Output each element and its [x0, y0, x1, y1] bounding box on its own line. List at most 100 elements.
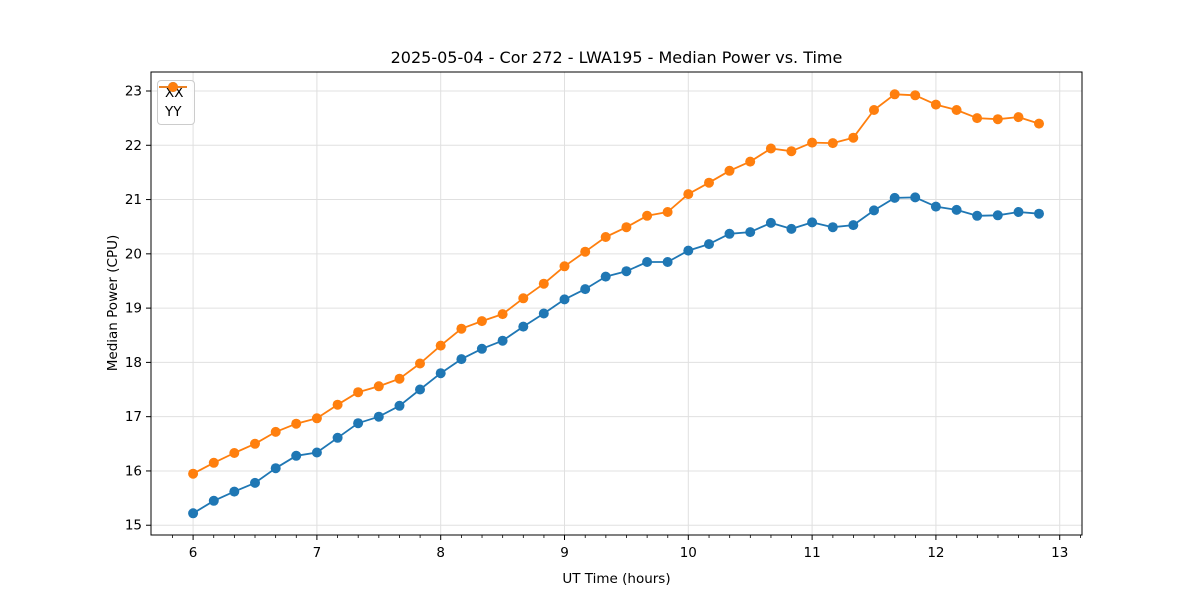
data-point-xx	[518, 321, 529, 332]
data-point-xx	[662, 257, 673, 267]
data-point-xx	[415, 384, 425, 395]
data-point-xx	[476, 343, 487, 354]
data-point-yy	[1034, 118, 1044, 129]
data-point-yy	[951, 105, 962, 115]
data-point-xx	[456, 354, 467, 365]
data-point-yy	[538, 278, 549, 289]
data-point-xx	[559, 294, 570, 305]
data-point-xx	[745, 227, 756, 238]
data-point-yy	[332, 399, 343, 410]
data-point-xx	[332, 432, 343, 443]
data-point-yy	[683, 189, 694, 200]
y-tick-label: 20	[125, 246, 142, 262]
data-point-yy	[827, 138, 838, 149]
data-point-xx	[951, 204, 962, 215]
y-tick-label: 23	[125, 83, 142, 99]
data-point-yy	[415, 358, 425, 369]
x-tick-label: 9	[560, 545, 569, 561]
data-point-yy	[930, 99, 941, 110]
data-point-yy	[188, 468, 199, 479]
data-point-yy	[786, 146, 797, 157]
data-point-xx	[291, 450, 302, 461]
data-point-xx	[435, 368, 446, 379]
data-point-yy	[1013, 112, 1024, 123]
x-tick-label: 11	[804, 545, 821, 561]
data-point-xx	[642, 257, 653, 267]
data-point-xx	[683, 245, 694, 256]
data-point-xx	[1013, 207, 1024, 217]
y-tick-label: 19	[125, 301, 142, 317]
y-tick-label: 22	[125, 138, 142, 154]
data-point-yy	[353, 387, 364, 398]
data-point-xx	[394, 400, 405, 411]
x-tick-label: 8	[436, 545, 445, 561]
data-point-yy	[662, 207, 673, 217]
x-tick-label: 7	[313, 545, 322, 561]
data-point-yy	[394, 373, 405, 384]
data-point-xx	[1034, 208, 1044, 219]
data-point-yy	[497, 309, 508, 320]
y-tick-label: 15	[125, 518, 142, 534]
data-point-yy	[869, 105, 879, 115]
data-point-xx	[497, 335, 508, 346]
data-point-xx	[807, 217, 818, 228]
x-tick-label: 10	[680, 545, 697, 561]
y-tick-label: 21	[125, 192, 142, 208]
data-point-yy	[807, 137, 818, 148]
data-point-xx	[930, 201, 941, 212]
data-point-yy	[600, 232, 611, 242]
data-point-xx	[704, 239, 714, 250]
data-point-xx	[786, 223, 797, 234]
data-point-yy	[476, 316, 487, 327]
y-tick-label: 17	[125, 409, 142, 425]
data-point-xx	[889, 192, 900, 203]
series-line-xx	[192, 196, 1040, 515]
data-point-xx	[621, 266, 632, 277]
data-point-yy	[291, 418, 302, 429]
data-point-xx	[353, 418, 364, 429]
data-point-yy	[642, 210, 653, 221]
y-tick-label: 18	[125, 355, 142, 371]
chart-title: 2025-05-04 - Cor 272 - LWA195 - Median P…	[390, 48, 843, 67]
data-point-xx	[188, 508, 199, 519]
data-point-xx	[373, 411, 384, 422]
data-point-yy	[621, 222, 632, 233]
data-point-yy	[229, 448, 240, 458]
data-point-xx	[270, 463, 281, 474]
x-tick-label: 13	[1051, 545, 1068, 561]
data-point-yy	[848, 132, 859, 143]
data-point-yy	[889, 89, 900, 100]
data-point-xx	[765, 217, 776, 228]
data-point-xx	[580, 284, 591, 295]
data-point-xx	[208, 495, 219, 506]
data-point-yy	[559, 261, 570, 272]
data-point-yy	[270, 426, 281, 437]
data-point-xx	[229, 486, 240, 497]
data-point-yy	[704, 177, 714, 188]
legend: XX YY	[157, 80, 195, 125]
x-axis-label: UT Time (hours)	[562, 571, 671, 587]
data-point-yy	[250, 438, 260, 449]
data-point-yy	[435, 340, 446, 351]
data-point-xx	[910, 192, 921, 203]
data-point-xx	[600, 271, 611, 282]
data-point-yy	[765, 143, 776, 154]
data-point-xx	[250, 477, 260, 488]
data-point-xx	[972, 210, 983, 221]
y-axis-label: Median Power (CPU)	[105, 234, 121, 372]
data-point-xx	[311, 447, 322, 458]
legend-label-yy: YY	[165, 104, 182, 120]
y-tick-label: 16	[125, 463, 142, 479]
data-point-yy	[745, 156, 756, 167]
data-point-xx	[992, 210, 1003, 221]
data-point-xx	[538, 308, 549, 319]
data-point-yy	[373, 381, 384, 392]
data-point-xx	[869, 205, 879, 216]
x-tick-label: 6	[189, 545, 198, 561]
data-point-xx	[848, 220, 859, 231]
data-point-yy	[208, 457, 219, 468]
data-point-yy	[580, 246, 591, 257]
data-point-yy	[518, 293, 529, 304]
